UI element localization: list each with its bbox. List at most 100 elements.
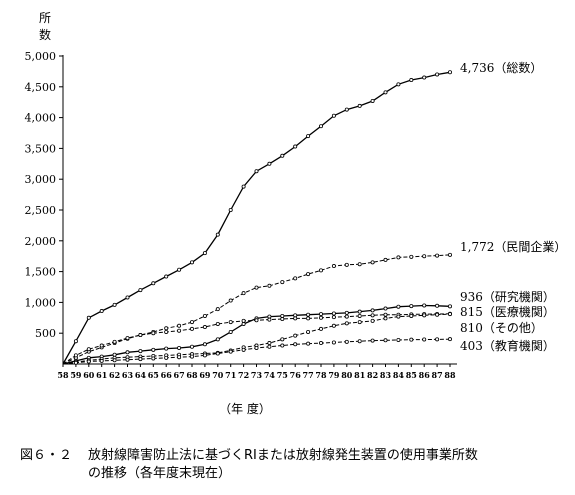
data-point (189, 326, 194, 331)
data-point (447, 252, 452, 257)
data-point (86, 315, 91, 320)
x-tick-label: 72 (238, 370, 249, 380)
end-label-1: 4,736（総数） (460, 60, 542, 75)
data-point (215, 232, 220, 237)
data-point (73, 339, 78, 344)
end-labels: 4,736（総数） 1,772（民間企業） 936（研究機関）815（医療機関） 81… (460, 60, 566, 353)
data-point (422, 75, 427, 80)
data-point (357, 262, 362, 267)
x-tick-label: 88 (444, 370, 456, 380)
data-point (306, 329, 311, 334)
x-tick-label: 64 (135, 370, 147, 380)
end-label-6: 403（教育機関） (460, 338, 555, 353)
x-tick-label: 85 (406, 370, 417, 380)
data-point (267, 341, 272, 346)
data-point (447, 70, 452, 75)
data-point (344, 321, 349, 326)
data-point (177, 267, 182, 272)
y-tick-label: 2,000 (25, 235, 57, 248)
data-point (422, 303, 427, 308)
data-point (228, 207, 233, 212)
end-label-2: 1,772（民間企業） (460, 239, 566, 254)
data-point (202, 313, 207, 318)
data-point (331, 311, 336, 316)
x-tick-label: 61 (96, 370, 107, 380)
data-point (318, 315, 323, 320)
data-point (422, 254, 427, 259)
data-point (306, 134, 311, 139)
data-point (125, 357, 130, 362)
figure-caption: 図６・２ 放射線障害防止法に基づくRIまたは放射線発生装置の使用事業所数 の推移（… (20, 447, 565, 483)
y-tick-label: 1,500 (25, 266, 57, 279)
data-point (344, 107, 349, 112)
data-point (293, 144, 298, 149)
y-tick-label: 1,000 (25, 296, 57, 309)
data-point (177, 345, 182, 350)
end-label-4: 815（医療機関） (460, 304, 555, 319)
data-point (370, 313, 375, 318)
x-tick-label: 75 (277, 370, 288, 380)
data-point (422, 337, 427, 342)
data-point (202, 353, 207, 358)
x-tick-label: 83 (380, 370, 392, 380)
data-point (138, 349, 143, 354)
data-point (396, 304, 401, 309)
data-point (241, 347, 246, 352)
data-point (241, 318, 246, 323)
data-point (280, 153, 285, 158)
data-point (409, 78, 414, 83)
data-point (202, 325, 207, 330)
data-point (331, 323, 336, 328)
data-point (306, 341, 311, 346)
data-point (435, 312, 440, 317)
data-point (331, 315, 336, 320)
data-point (396, 82, 401, 87)
data-point (370, 260, 375, 265)
data-point (357, 103, 362, 108)
data-point (189, 260, 194, 265)
data-point (318, 326, 323, 331)
x-tick-label: 86 (419, 370, 431, 380)
data-point (215, 307, 220, 312)
data-point (280, 343, 285, 348)
data-point (228, 320, 233, 325)
data-point (293, 342, 298, 347)
data-point (151, 331, 156, 336)
data-point (370, 98, 375, 103)
x-tick-label: 84 (393, 370, 405, 380)
x-tick-label: 76 (290, 370, 302, 380)
data-point (344, 262, 349, 267)
x-axis-ticks: 58 59 60 61 62 63 64 65 66 67 68 69 70 71 72 73 74 75 76 77… (57, 364, 456, 380)
data-point (344, 310, 349, 315)
data-point (164, 274, 169, 279)
data-point (383, 306, 388, 311)
x-tick-label: 74 (264, 370, 276, 380)
data-point (422, 313, 427, 318)
series-line-6 (62, 338, 451, 365)
data-point (254, 285, 259, 290)
data-point (189, 320, 194, 325)
data-point (138, 288, 143, 293)
x-axis-label: （年 度） (219, 401, 271, 416)
x-tick-label: 63 (122, 370, 134, 380)
y-tick-label: 2,500 (25, 204, 57, 217)
data-point (215, 337, 220, 342)
y-axis-ticks: 5,000 4,500 4,000 3,500 3,000 2,500 2,000 1,500… (25, 50, 63, 340)
data-point (370, 308, 375, 313)
data-point (138, 357, 143, 362)
series-group (62, 70, 452, 365)
data-point (357, 320, 362, 325)
data-point (344, 314, 349, 319)
y-tick-label: 4,000 (25, 112, 57, 125)
data-point (99, 358, 104, 363)
end-label-3: 936（研究機関） (460, 289, 555, 304)
x-tick-label: 71 (225, 370, 236, 380)
data-point (177, 323, 182, 328)
data-point (73, 360, 78, 365)
data-point (306, 312, 311, 317)
data-point (164, 355, 169, 360)
x-tick-label: 69 (199, 370, 211, 380)
data-point (151, 347, 156, 352)
data-point (357, 339, 362, 344)
end-label-5: 810（その他） (460, 321, 543, 335)
